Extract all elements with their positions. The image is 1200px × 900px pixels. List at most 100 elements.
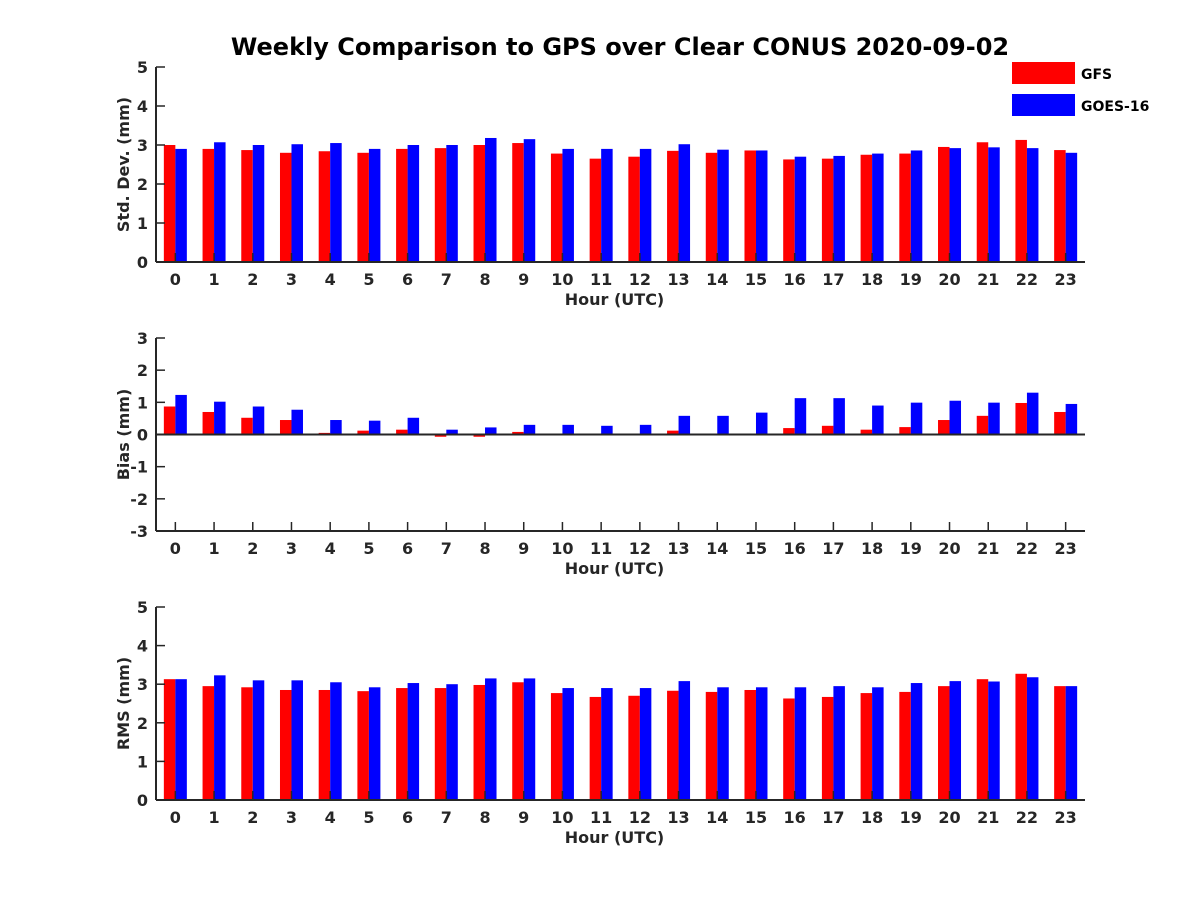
rms-xtick-label: 22 xyxy=(1016,808,1038,827)
bias-bar-gfs-6 xyxy=(396,429,408,435)
rms-bar-gfs-13 xyxy=(667,690,679,800)
legend-swatch-gfs xyxy=(1012,62,1075,84)
bias-bar-goes16-23 xyxy=(1065,403,1078,435)
rms-xtick-label: 2 xyxy=(247,808,258,827)
bias-xtick-label: 18 xyxy=(861,539,883,558)
bias-bar-gfs-17 xyxy=(821,425,834,435)
rms-bar-goes16-10 xyxy=(562,688,574,800)
rms-xtick-label: 0 xyxy=(170,808,181,827)
bias-bar-goes16-3 xyxy=(291,409,303,435)
std-dev-bar-gfs-8 xyxy=(473,145,486,262)
std-dev-bar-gfs-1 xyxy=(202,148,215,262)
std-dev-xtick-label: 22 xyxy=(1016,270,1038,289)
rms-bar-gfs-2 xyxy=(241,687,253,800)
std-dev-bar-goes16-12 xyxy=(639,148,652,262)
bias-xtick-label: 14 xyxy=(706,539,728,558)
std-dev-bar-goes16-16 xyxy=(794,156,807,262)
bias-bar-gfs-0 xyxy=(163,406,176,435)
std-dev-xtick-label: 13 xyxy=(667,270,689,289)
std-dev-xlabel: Hour (UTC) xyxy=(565,290,665,309)
std-dev-bar-gfs-13 xyxy=(667,150,679,262)
std-dev-bar-gfs-23 xyxy=(1054,150,1066,262)
bias-bar-gfs-9 xyxy=(512,431,524,435)
rms-bar-gfs-21 xyxy=(976,679,989,800)
std-dev-bar-goes16-3 xyxy=(291,144,303,262)
std-dev-xtick-label: 19 xyxy=(900,270,922,289)
rms-bar-goes16-19 xyxy=(910,683,923,800)
bias-bar-goes16-5 xyxy=(368,420,381,435)
rms-xtick-label: 21 xyxy=(977,808,999,827)
rms-bar-gfs-14 xyxy=(705,691,718,800)
std-dev-xtick-label: 20 xyxy=(938,270,960,289)
rms-ytick-label: 2 xyxy=(137,714,148,733)
std-dev-bar-gfs-3 xyxy=(279,152,292,262)
bias-bar-gfs-16 xyxy=(783,428,795,435)
rms-ytick-label: 0 xyxy=(137,791,148,810)
rms-xtick-label: 6 xyxy=(402,808,413,827)
std-dev-bar-gfs-7 xyxy=(434,148,447,262)
bias-xlabel: Hour (UTC) xyxy=(565,559,665,578)
std-dev-bar-goes16-9 xyxy=(523,139,536,262)
bias-xtick-label: 15 xyxy=(745,539,767,558)
rms-bar-gfs-12 xyxy=(628,695,640,800)
rms-bar-gfs-15 xyxy=(744,689,756,800)
bias-ytick-label: 1 xyxy=(137,393,148,412)
rms-bar-gfs-0 xyxy=(163,679,176,800)
std-dev-bar-goes16-13 xyxy=(678,144,691,262)
rms-bar-goes16-22 xyxy=(1026,677,1039,800)
rms-bar-gfs-9 xyxy=(512,682,524,800)
rms-xtick-label: 20 xyxy=(938,808,960,827)
bias-xtick-label: 19 xyxy=(900,539,922,558)
legend-label-gfs: GFS xyxy=(1081,67,1112,83)
rms-bar-goes16-3 xyxy=(291,680,303,800)
rms-bar-goes16-4 xyxy=(330,682,342,800)
bias-bar-goes16-15 xyxy=(755,412,768,435)
std-dev-bar-gfs-0 xyxy=(163,145,176,262)
rms-bar-goes16-16 xyxy=(794,687,807,800)
bias-bar-goes16-1 xyxy=(214,401,226,435)
rms-bar-goes16-11 xyxy=(601,688,613,800)
bias-bar-goes16-12 xyxy=(639,424,652,435)
bias-xtick-label: 6 xyxy=(402,539,413,558)
std-dev-bar-gfs-19 xyxy=(899,153,911,262)
rms-bar-goes16-18 xyxy=(872,687,884,800)
bias-bar-goes16-10 xyxy=(562,424,574,435)
bias-bar-goes16-21 xyxy=(988,402,1000,435)
bias-bar-gfs-13 xyxy=(667,430,679,435)
std-dev-ytick-label: 4 xyxy=(137,97,148,116)
bias-xtick-label: 12 xyxy=(629,539,651,558)
std-dev-xtick-label: 15 xyxy=(745,270,767,289)
std-dev-bar-gfs-17 xyxy=(821,158,834,262)
legend-label-goes16: GOES-16 xyxy=(1081,99,1149,115)
std-dev-xtick-label: 18 xyxy=(861,270,883,289)
std-dev-bar-gfs-10 xyxy=(550,153,563,262)
legend-swatch-goes16 xyxy=(1012,94,1075,116)
std-dev-bar-goes16-21 xyxy=(988,147,1000,262)
bias-bar-goes16-0 xyxy=(175,394,187,435)
std-dev-xtick-label: 10 xyxy=(551,270,573,289)
std-dev-bar-gfs-12 xyxy=(628,156,640,262)
bias-ytick-label: 2 xyxy=(137,361,148,380)
bias-xtick-label: 17 xyxy=(822,539,844,558)
std-dev-bar-goes16-14 xyxy=(717,149,729,262)
std-dev-bar-goes16-7 xyxy=(446,145,458,262)
bias-bar-gfs-1 xyxy=(202,411,215,435)
std-dev-bar-goes16-1 xyxy=(214,142,226,262)
rms-xtick-label: 7 xyxy=(441,808,452,827)
rms-bar-goes16-14 xyxy=(717,687,729,800)
bias-bar-goes16-8 xyxy=(485,427,497,435)
std-dev-ytick-label: 1 xyxy=(137,214,148,233)
rms-xtick-label: 17 xyxy=(822,808,844,827)
rms-ytick-label: 1 xyxy=(137,752,148,771)
std-dev-bar-goes16-19 xyxy=(910,150,923,262)
rms-bar-gfs-18 xyxy=(860,693,873,800)
bias-bar-goes16-11 xyxy=(601,425,613,435)
rms-xtick-label: 8 xyxy=(479,808,490,827)
bias-xtick-label: 1 xyxy=(208,539,219,558)
rms-xtick-label: 1 xyxy=(208,808,219,827)
std-dev-xtick-label: 21 xyxy=(977,270,999,289)
std-dev-xtick-label: 8 xyxy=(479,270,490,289)
std-dev-bar-gfs-20 xyxy=(938,146,950,262)
